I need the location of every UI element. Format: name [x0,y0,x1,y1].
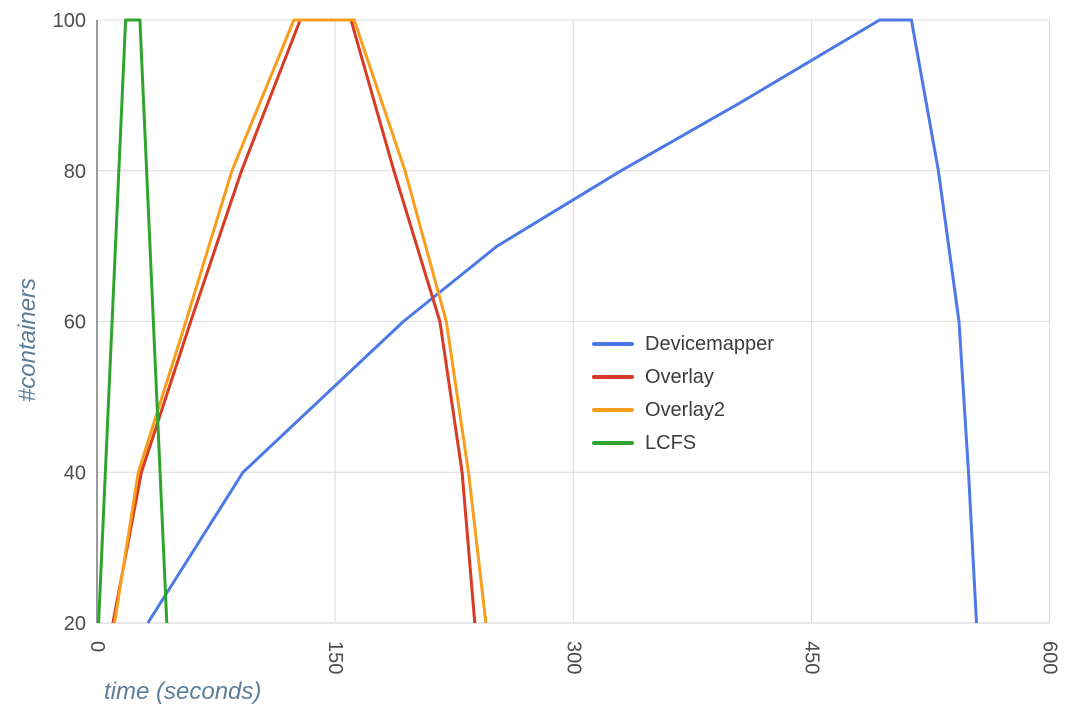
series-line-devicemapper [146,18,978,624]
legend-label-overlay: Overlay [645,366,714,388]
x-tick-label-150: 150 [324,641,346,674]
legend-swatch-overlay2 [592,408,634,412]
y-tick-label-80: 80 [64,161,86,183]
legend-swatch-lcfs [592,441,634,445]
legend-item-devicemapper: Devicemapper [592,333,774,355]
legend: Devicemapper Overlay Overlay2 LCFS [592,333,774,465]
y-tick-label-60: 60 [64,312,86,334]
y-tick-label-20: 20 [64,613,86,635]
y-axis-title: #containers [14,277,41,403]
legend-item-overlay2: Overlay2 [592,399,774,421]
y-tick-label-40: 40 [64,462,86,484]
legend-swatch-devicemapper [592,342,634,346]
series-line-overlay2 [113,18,488,624]
legend-item-overlay: Overlay [592,366,774,388]
x-axis-title: time (seconds) [104,678,262,705]
legend-label-devicemapper: Devicemapper [645,333,774,355]
legend-label-overlay2: Overlay2 [645,399,726,421]
y-tick-label-100: 100 [53,10,86,32]
x-tick-label-300: 300 [562,641,584,674]
legend-item-lcfs: LCFS [592,432,774,454]
legend-swatch-overlay [592,375,634,379]
x-tick-label-600: 600 [1039,641,1061,674]
legend-label-lcfs: LCFS [645,432,697,454]
series-line-lcfs [97,18,169,624]
x-tick-label-450: 450 [800,641,822,674]
x-tick-label-0: 0 [86,641,108,652]
